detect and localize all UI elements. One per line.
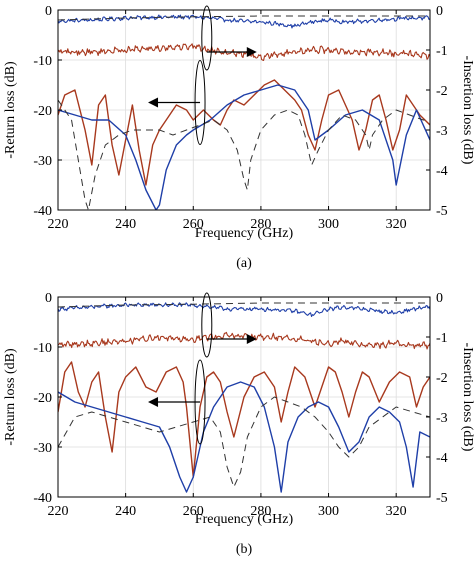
y-left-tick-label: -20 — [33, 104, 52, 119]
x-tick-label: 260 — [183, 504, 204, 519]
arrow-right-head — [246, 47, 257, 57]
y-right-tick-label: -5 — [436, 491, 448, 506]
y-left-tick-label: -30 — [33, 441, 52, 456]
y-right-tick-label: -3 — [436, 124, 448, 139]
series-line-left-red — [58, 79, 430, 186]
x-tick-label: 240 — [115, 217, 136, 232]
y-right-tick-label: -3 — [436, 411, 448, 426]
annotations — [148, 292, 257, 445]
x-tick-label: 300 — [318, 217, 339, 232]
series-line-left-red — [58, 361, 430, 478]
x-axis-label: Frequency (GHz) — [195, 512, 294, 527]
y-right-tick-label: -2 — [436, 84, 448, 99]
series-line-right-blue — [58, 14, 430, 29]
arrow-left-head — [148, 97, 159, 108]
panel-caption: (a) — [236, 256, 252, 271]
series-line-left-dashed — [58, 99, 430, 210]
y-left-tick-label: -40 — [33, 491, 52, 506]
y-right-tick-label: 0 — [436, 4, 443, 19]
x-tick-label: 320 — [386, 504, 407, 519]
y-left-tick-label: -20 — [33, 391, 52, 406]
grid — [57, 9, 430, 211]
tick-labels: 220 240 260 280 300 320 0 -10 -20 -30 -40 0 -1 -2 -3 -4… — [33, 4, 447, 232]
y-right-axis-label: -Insertion loss (dB) — [460, 56, 474, 165]
x-tick-label: 260 — [183, 217, 204, 232]
series-line-left-blue — [58, 84, 430, 210]
x-tick-label: 320 — [386, 217, 407, 232]
x-axis-label: Frequency (GHz) — [195, 226, 294, 241]
annotations — [148, 5, 257, 145]
y-right-axis-label: -Insertion loss (dB) — [460, 343, 474, 452]
series-line-right-blue — [58, 302, 430, 318]
y-left-tick-label: -10 — [33, 341, 52, 356]
series-line-right-dashed — [58, 15, 430, 21]
series-line-right-dashed — [58, 302, 430, 308]
y-left-tick-label: 0 — [45, 4, 52, 19]
y-right-tick-label: 0 — [436, 291, 443, 306]
series-group — [58, 302, 430, 493]
series-line-left-dashed — [58, 396, 430, 488]
series-line-left-blue — [58, 381, 430, 493]
arrow-left-head — [148, 397, 159, 407]
x-tick-label: 280 — [250, 504, 271, 519]
chart-panel-b: 220 240 260 280 300 320 0 -10 -20 -30 -40 0 -1 -2 -3 -4… — [3, 291, 474, 557]
series-group — [58, 14, 430, 210]
y-right-tick-label: -4 — [436, 451, 448, 466]
y-right-tick-label: -1 — [436, 331, 448, 346]
y-left-axis-label: -Return loss (dB) — [3, 348, 18, 446]
y-right-tick-label: -2 — [436, 371, 448, 386]
x-tick-label: 300 — [318, 504, 339, 519]
panel-caption: (b) — [236, 542, 253, 557]
ellipse-marker — [201, 5, 213, 71]
arrow-right-head — [246, 334, 257, 344]
y-left-tick-label: -30 — [33, 154, 52, 169]
chart-panel-a: 220 240 260 280 300 320 0 -10 -20 -30 -40 0 -1 -2 -3 -4… — [3, 4, 474, 271]
y-left-tick-label: 0 — [45, 291, 52, 306]
y-right-tick-label: -5 — [436, 204, 448, 219]
tick-labels: 220 240 260 280 300 320 0 -10 -20 -30 -40 0 -1 -2 -3 -4… — [33, 291, 447, 519]
series-line-right-red — [58, 331, 430, 350]
y-left-axis-label: -Return loss (dB) — [3, 61, 18, 159]
x-tick-label: 220 — [48, 504, 69, 519]
x-tick-label: 280 — [250, 217, 271, 232]
y-right-tick-label: -4 — [436, 164, 448, 179]
ellipse-marker — [201, 292, 213, 358]
y-left-tick-label: -10 — [33, 54, 52, 69]
y-left-tick-label: -40 — [33, 204, 52, 219]
x-tick-label: 220 — [48, 217, 69, 232]
y-right-tick-label: -1 — [436, 44, 448, 59]
x-tick-label: 240 — [115, 504, 136, 519]
